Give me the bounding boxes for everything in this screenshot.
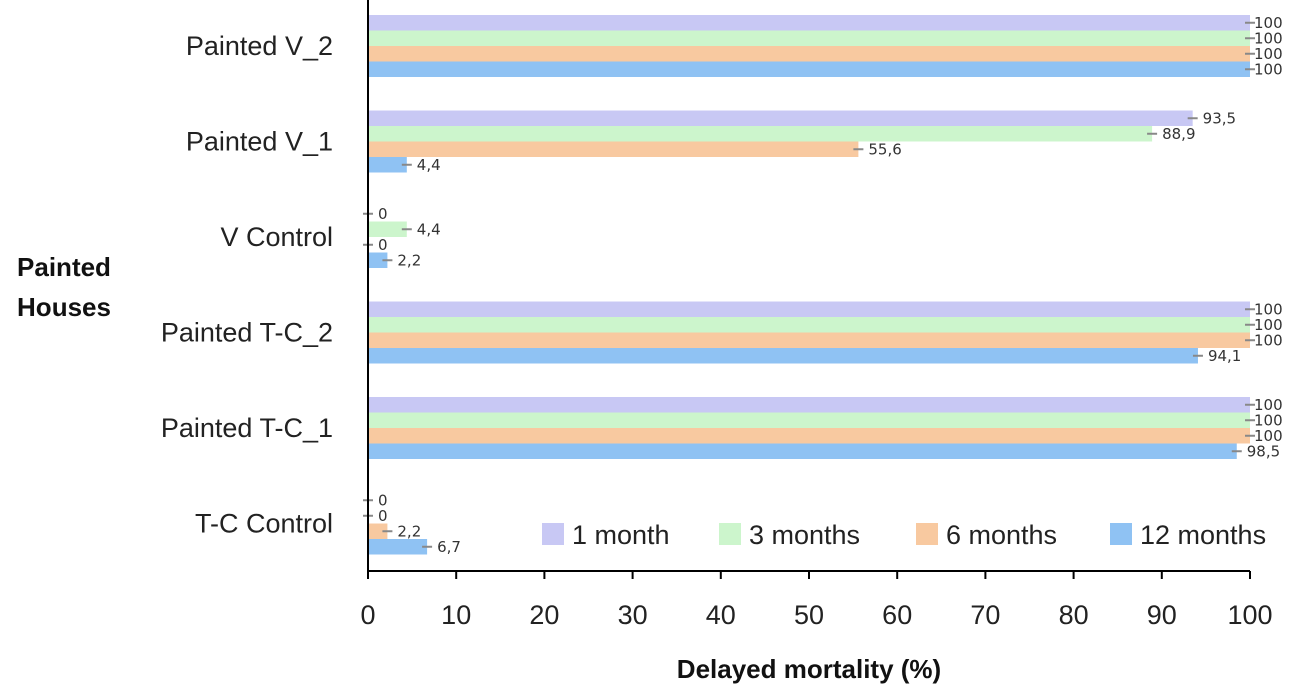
bar (368, 126, 1153, 142)
category-label: Painted T-C_2 (161, 318, 333, 348)
legend-swatch (916, 523, 938, 545)
data-label: 2,2 (397, 251, 421, 269)
category-label: Painted V_2 (186, 31, 333, 61)
bar (368, 157, 407, 173)
category-label: Painted T-C_1 (161, 413, 333, 443)
category-label: T-C Control (195, 509, 333, 539)
data-label: 93,5 (1203, 109, 1236, 127)
bar (368, 443, 1237, 459)
x-tick-label: 30 (618, 600, 648, 630)
bar (368, 428, 1250, 444)
data-label: 6,7 (437, 538, 461, 556)
x-tick-label: 40 (706, 600, 736, 630)
data-label: 94,1 (1208, 347, 1241, 365)
data-label: 100 (1254, 14, 1283, 32)
bar (368, 46, 1250, 62)
data-label: 100 (1254, 331, 1283, 349)
category-label: V Control (220, 222, 333, 252)
legend-swatch (719, 523, 741, 545)
bar (368, 110, 1193, 126)
bar (368, 30, 1250, 46)
legend-label: 1 month (572, 520, 670, 550)
data-label: 100 (1254, 411, 1283, 429)
legend-label: 12 months (1140, 520, 1266, 550)
y-axis-title-line-2: Houses (17, 292, 111, 322)
data-label: 2,2 (397, 522, 421, 540)
data-label: 55,6 (868, 140, 901, 158)
bar (368, 141, 859, 157)
bar (368, 15, 1250, 31)
x-tick-label: 50 (794, 600, 824, 630)
x-tick-label: 90 (1147, 600, 1177, 630)
bar (368, 301, 1250, 317)
legend-swatch (1110, 523, 1132, 545)
data-label: 100 (1254, 316, 1283, 334)
bar (368, 397, 1250, 413)
data-label: 100 (1254, 300, 1283, 318)
bar (368, 61, 1250, 77)
data-label: 100 (1254, 60, 1283, 78)
data-label: 100 (1254, 427, 1283, 445)
bar (368, 539, 428, 555)
x-tick-label: 20 (529, 600, 559, 630)
y-axis-title-line-1: Painted (17, 252, 111, 282)
bar (368, 523, 388, 539)
bar (368, 317, 1250, 333)
data-label: 4,4 (417, 156, 441, 174)
x-tick-label: 0 (360, 600, 375, 630)
data-label: 98,5 (1247, 442, 1280, 460)
x-tick-label: 60 (882, 600, 912, 630)
bar (368, 332, 1250, 348)
data-label: 88,9 (1162, 125, 1195, 143)
legend-label: 3 months (749, 520, 860, 550)
x-tick-label: 80 (1059, 600, 1089, 630)
x-tick-label: 70 (970, 600, 1000, 630)
bar (368, 412, 1250, 428)
data-label: 0 (378, 205, 388, 223)
data-label: 0 (378, 507, 388, 525)
legend-swatch (542, 523, 564, 545)
data-label: 100 (1254, 45, 1283, 63)
x-axis-title: Delayed mortality (%) (677, 654, 941, 684)
bar (368, 221, 407, 237)
x-tick-label: 10 (441, 600, 471, 630)
data-label: 100 (1254, 29, 1283, 47)
data-label: 4,4 (417, 220, 441, 238)
legend-label: 6 months (946, 520, 1057, 550)
data-label: 0 (378, 236, 388, 254)
data-label: 100 (1254, 396, 1283, 414)
bar (368, 252, 388, 268)
category-label: Painted V_1 (186, 127, 333, 157)
bar (368, 348, 1198, 364)
x-tick-label: 100 (1227, 600, 1272, 630)
data-label: 0 (378, 491, 388, 509)
